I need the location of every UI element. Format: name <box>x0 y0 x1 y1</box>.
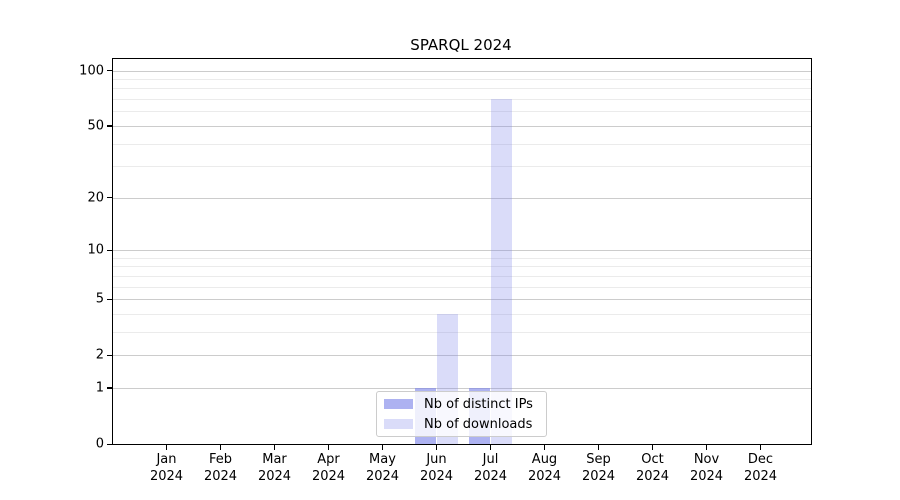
x-tick-label: Sep 2024 <box>581 452 616 484</box>
legend-swatch <box>384 418 413 430</box>
y-tick-mark <box>107 443 112 445</box>
x-tick-mark <box>219 445 222 450</box>
x-tick-mark <box>435 445 438 450</box>
x-tick-label: Jan 2024 <box>149 452 184 484</box>
y-tick-label: 100 <box>79 63 104 79</box>
gridline-major <box>113 70 811 72</box>
x-tick-label: Apr 2024 <box>311 452 346 484</box>
gridline-major <box>113 355 811 357</box>
gridline-minor <box>113 166 811 168</box>
gridline-minor <box>113 313 811 315</box>
x-tick-label: Jul 2024 <box>473 452 508 484</box>
y-tick-label: 5 <box>95 291 104 307</box>
legend-row: Nb of downloads <box>384 414 538 434</box>
x-tick-mark <box>165 445 168 450</box>
y-tick-label: 0 <box>95 436 104 452</box>
gridline-minor <box>113 257 811 259</box>
gridline-major <box>113 197 811 199</box>
x-tick-mark <box>705 445 708 450</box>
legend: Nb of distinct IPs Nb of downloads <box>376 391 547 437</box>
gridline-minor <box>113 266 811 268</box>
gridline-major <box>113 125 811 127</box>
x-tick-mark <box>651 445 654 450</box>
gridline-minor <box>113 143 811 145</box>
x-tick-mark <box>273 445 276 450</box>
legend-label: Nb of distinct IPs <box>424 396 533 412</box>
x-tick-label: Nov 2024 <box>689 452 724 484</box>
gridline-minor <box>113 111 811 113</box>
y-tick-mark <box>107 197 112 199</box>
x-tick-mark <box>543 445 546 450</box>
bar-downloads-jul <box>490 99 513 444</box>
gridline-minor <box>113 88 811 90</box>
x-tick-mark <box>759 445 762 450</box>
x-tick-mark <box>327 445 330 450</box>
gridline-major <box>113 250 811 251</box>
gridline-minor <box>113 331 811 333</box>
x-tick-label: Dec 2024 <box>743 452 778 484</box>
y-tick-mark <box>107 387 112 389</box>
gridline-minor <box>113 99 811 101</box>
chart-title: SPARQL 2024 <box>410 36 512 54</box>
gridline-minor <box>113 286 811 288</box>
x-tick-label: Feb 2024 <box>203 452 238 484</box>
x-tick-mark <box>489 445 492 450</box>
y-tick-mark <box>107 354 112 356</box>
x-tick-label: Jun 2024 <box>419 452 454 484</box>
y-tick-label: 50 <box>87 118 104 134</box>
y-tick-mark <box>107 249 112 251</box>
x-tick-label: May 2024 <box>365 452 400 484</box>
gridline-minor <box>113 79 811 81</box>
gridline-minor <box>113 275 811 277</box>
y-tick-mark <box>107 298 112 300</box>
plot-area: Nb of distinct IPs Nb of downloads 0 1 2 5 10… <box>79 58 812 484</box>
y-tick-label: 10 <box>87 242 104 258</box>
y-tick-label: 2 <box>95 347 104 363</box>
y-tick-label: 1 <box>95 380 104 396</box>
y-tick-label: 20 <box>87 190 104 206</box>
x-tick-label: Oct 2024 <box>635 452 670 484</box>
x-tick-label: Aug 2024 <box>527 452 562 484</box>
y-tick-mark <box>107 70 112 72</box>
legend-swatch <box>384 398 413 410</box>
legend-row: Nb of distinct IPs <box>384 394 538 414</box>
gridline-major <box>113 387 811 389</box>
y-tick-mark <box>107 125 112 127</box>
x-tick-mark <box>597 445 600 450</box>
gridline-major <box>113 299 811 301</box>
x-tick-mark <box>381 445 384 450</box>
x-tick-label: Mar 2024 <box>257 452 292 484</box>
legend-label: Nb of downloads <box>424 416 533 432</box>
